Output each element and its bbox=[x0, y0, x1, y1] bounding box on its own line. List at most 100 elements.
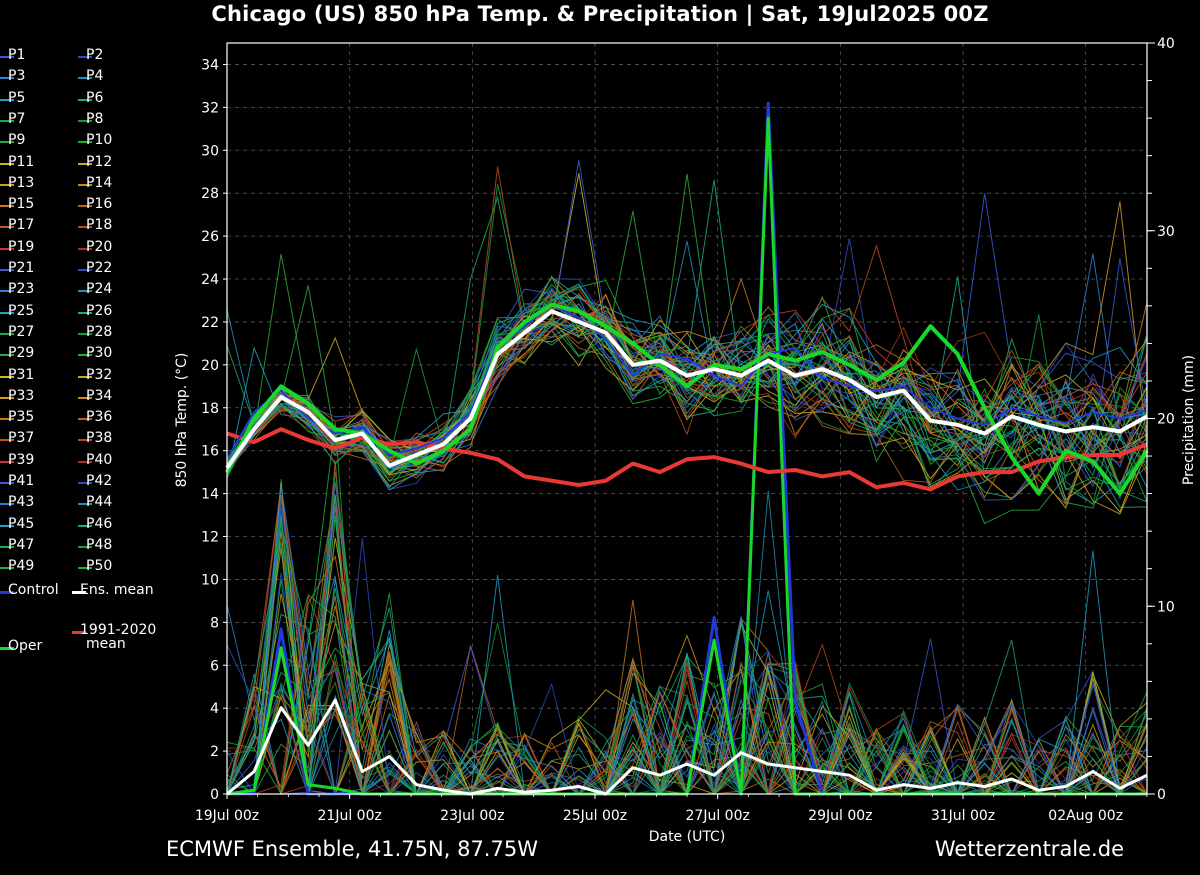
legend-label: P8 bbox=[86, 110, 104, 127]
legend-label: P35 bbox=[8, 409, 35, 426]
y-tick-label: 8 bbox=[210, 615, 219, 631]
member-temp-line bbox=[226, 326, 1148, 510]
legend-label: P25 bbox=[8, 302, 35, 319]
legend-swatch bbox=[0, 247, 14, 250]
y-tick-label: 16 bbox=[201, 444, 219, 460]
legend-swatch bbox=[78, 354, 92, 357]
legend-swatch bbox=[0, 591, 14, 594]
member-temp-line bbox=[226, 293, 1148, 515]
legend-label: P37 bbox=[8, 430, 35, 447]
legend-label: P17 bbox=[8, 217, 35, 234]
legend-swatch bbox=[0, 647, 14, 650]
legend-label: P19 bbox=[8, 238, 35, 255]
legend-label: P5 bbox=[8, 89, 26, 106]
legend-swatch bbox=[78, 332, 92, 335]
member-precip-line bbox=[227, 490, 1147, 796]
legend-swatch bbox=[78, 247, 92, 250]
legend-swatch bbox=[78, 205, 92, 208]
legend-label: Ens. mean bbox=[80, 582, 154, 598]
legend-label: P28 bbox=[86, 323, 113, 340]
y-tick-label: 28 bbox=[201, 186, 219, 202]
legend-swatch bbox=[0, 141, 14, 144]
member-precip-line bbox=[227, 462, 1148, 796]
legend-swatch bbox=[78, 439, 92, 442]
legend-swatch bbox=[0, 77, 14, 80]
y-tick-label: 4 bbox=[210, 701, 219, 717]
legend-swatch bbox=[78, 482, 92, 484]
y2-tick-label: 10 bbox=[1157, 599, 1175, 615]
legend-label: P38 bbox=[86, 430, 113, 447]
y-tick-label: 34 bbox=[201, 57, 219, 73]
legend-label: P11 bbox=[8, 153, 35, 170]
y-tick-label: 24 bbox=[201, 272, 219, 288]
legend-label: P6 bbox=[86, 89, 104, 106]
legend-label: P29 bbox=[8, 345, 35, 362]
legend-swatch bbox=[72, 631, 86, 634]
legend-swatch bbox=[78, 290, 92, 293]
legend-label: P48 bbox=[86, 536, 113, 553]
legend-label: P46 bbox=[86, 515, 113, 532]
y-tick-label: 30 bbox=[201, 143, 219, 159]
legend-swatch bbox=[0, 545, 14, 548]
y2-tick-label: 40 bbox=[1157, 36, 1175, 52]
legend-label: P16 bbox=[86, 196, 113, 213]
x-tick-label: 27Jul 00z bbox=[686, 808, 750, 824]
legend-label: 1991-2020 bbox=[80, 622, 157, 638]
legend-swatch bbox=[78, 162, 92, 165]
x-tick-label: 02Aug 00z bbox=[1048, 808, 1123, 824]
legend-swatch bbox=[0, 503, 14, 506]
legend-swatch bbox=[78, 119, 92, 122]
legend-label: P39 bbox=[8, 451, 35, 468]
x-tick-label: 31Jul 00z bbox=[931, 808, 995, 824]
legend-label: Oper bbox=[8, 638, 43, 654]
legend-swatch bbox=[0, 354, 14, 357]
legend-swatch bbox=[78, 567, 92, 570]
legend-swatch bbox=[78, 141, 92, 144]
member-temp-line bbox=[226, 258, 1148, 501]
oper-temp-line bbox=[225, 302, 1149, 496]
y-tick-label: 10 bbox=[201, 572, 219, 588]
legend-swatch bbox=[0, 290, 14, 293]
legend-swatch bbox=[78, 183, 92, 186]
y-tick-label: 12 bbox=[201, 530, 219, 546]
y2-tick-label: 30 bbox=[1157, 224, 1175, 240]
legend-label: P42 bbox=[86, 473, 113, 489]
legend-swatch bbox=[72, 591, 86, 594]
legend-label: P3 bbox=[8, 68, 26, 85]
legend-swatch bbox=[0, 98, 14, 101]
legend-label: P13 bbox=[8, 174, 35, 191]
legend-label: P31 bbox=[8, 366, 35, 383]
legend-label: P18 bbox=[86, 217, 113, 234]
legend-swatch bbox=[0, 375, 14, 378]
legend-label: P45 bbox=[8, 515, 35, 532]
legend-label: P47 bbox=[8, 536, 35, 553]
clim-mean-temp-line bbox=[226, 427, 1148, 492]
legend-label: P23 bbox=[8, 281, 35, 298]
legend-label: P34 bbox=[86, 387, 113, 404]
legend-label: P15 bbox=[8, 196, 35, 213]
legend-label: P4 bbox=[86, 68, 104, 85]
y-tick-label: 22 bbox=[201, 315, 219, 331]
ens-mean-precip-line bbox=[226, 698, 1148, 796]
member-temp-line bbox=[226, 315, 1148, 504]
legend-label: P40 bbox=[86, 451, 113, 468]
y-tick-label: 26 bbox=[201, 229, 219, 245]
legend-swatch bbox=[0, 269, 14, 271]
legend-swatch bbox=[0, 524, 14, 527]
legend-label: P9 bbox=[8, 132, 26, 149]
member-temp-line bbox=[226, 303, 1148, 513]
y-tick-label: 32 bbox=[201, 100, 219, 116]
legend-swatch bbox=[78, 524, 92, 527]
legend-label: P44 bbox=[86, 494, 113, 511]
model-info: ECMWF Ensemble, 41.75N, 87.75W bbox=[166, 837, 538, 861]
legend-clim-mean-label-2: mean bbox=[86, 636, 126, 652]
member-temp-line bbox=[226, 173, 1148, 525]
legend-label: P14 bbox=[86, 174, 113, 191]
y-axis-label: 850 hPa Temp. (°C) bbox=[174, 353, 190, 488]
legend-label: P2 bbox=[86, 47, 104, 63]
legend-label: P49 bbox=[8, 558, 35, 575]
legend-swatch bbox=[78, 396, 92, 399]
y-tick-label: 14 bbox=[201, 487, 219, 503]
x-tick-label: 25Jul 00z bbox=[563, 808, 627, 824]
